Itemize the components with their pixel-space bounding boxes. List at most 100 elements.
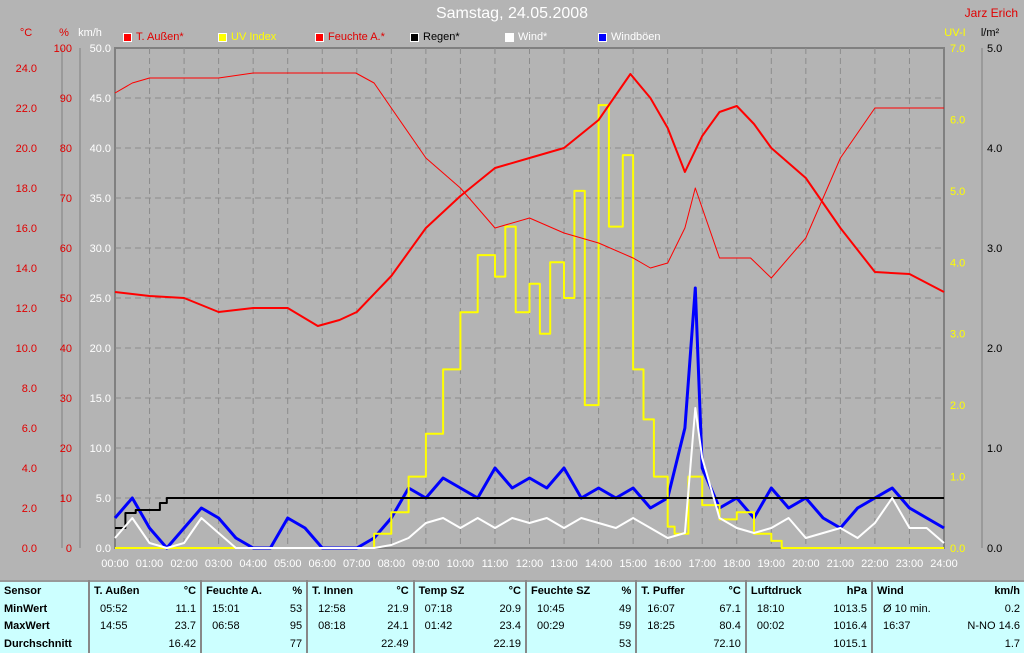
cell-blank bbox=[872, 635, 949, 653]
table-row: Sensor T. Außen °C Feuchte A.% T. Innen °C Tem… bbox=[0, 581, 1024, 600]
cell-min_time: Ø 10 min. bbox=[882, 602, 931, 615]
cell-name: Feuchte A. bbox=[206, 584, 262, 597]
y-tick-label-wind: 40.0 bbox=[90, 143, 111, 155]
row-label: Durchschnitt bbox=[0, 635, 90, 653]
y-tick-label-temp: 14.0 bbox=[16, 263, 37, 275]
x-tick-label: 08:00 bbox=[378, 558, 406, 570]
cell-name: Feuchte SZ bbox=[530, 584, 591, 597]
x-tick-label: 12:00 bbox=[516, 558, 544, 570]
x-tick-label: 17:00 bbox=[688, 558, 716, 570]
y-tick-label-wind: 15.0 bbox=[90, 393, 111, 405]
table-row: MinWert 05:52 11.1 15:01 53 12:58 21.9 07:18 20.… bbox=[0, 599, 1024, 618]
cell-avg: 72.10 bbox=[700, 635, 747, 653]
legend-label: Wind* bbox=[518, 31, 548, 43]
row-label: MaxWert bbox=[0, 617, 90, 636]
legend-label: T. Außen* bbox=[136, 31, 184, 43]
x-tick-label: 23:00 bbox=[896, 558, 924, 570]
y-tick-label-wind: 5.0 bbox=[96, 493, 111, 505]
cell-min: 1013.5 bbox=[819, 599, 873, 618]
y-tick-label-wind: 20.0 bbox=[90, 343, 111, 355]
y-tick-label-rain: 1.0 bbox=[987, 443, 1002, 455]
cell-max_time: 01:42 bbox=[424, 620, 453, 633]
legend-item: UV Index bbox=[218, 31, 276, 43]
y-tick-label-hum: 50 bbox=[60, 293, 72, 305]
cell-max: 1016.4 bbox=[819, 617, 873, 636]
cell-avg: 22.49 bbox=[368, 635, 415, 653]
cell-name: Temp SZ bbox=[418, 584, 465, 597]
legend-swatch bbox=[123, 32, 132, 42]
y-tick-label-hum: 20 bbox=[60, 443, 72, 455]
weather-chart: 00:00 01:00 02:00 03:00 04:00 05:00 06:00 07:00… bbox=[16, 27, 1003, 570]
y-tick-label-wind: 30.0 bbox=[90, 243, 111, 255]
legend-item: Windböen bbox=[598, 31, 661, 43]
cell-name: T. Außen bbox=[94, 584, 140, 597]
y-tick-label-temp: 0.0 bbox=[22, 543, 37, 555]
x-tick-label: 24:00 bbox=[930, 558, 958, 570]
x-tick-label: 07:00 bbox=[343, 558, 371, 570]
row-label: MinWert bbox=[0, 599, 90, 618]
y-tick-label-uv: 4.0 bbox=[950, 257, 965, 269]
author-label: Jarz Erich bbox=[964, 6, 1018, 20]
legend-swatch bbox=[505, 32, 514, 42]
legend-swatch bbox=[410, 32, 419, 42]
legend-swatch bbox=[598, 32, 607, 42]
cell-min_time: 05:52 bbox=[100, 602, 128, 615]
cell-min: 67.1 bbox=[700, 599, 747, 618]
axis-unit-temp: °C bbox=[20, 27, 32, 39]
legend-label: UV Index bbox=[231, 31, 277, 43]
cell-max: 80.4 bbox=[700, 617, 747, 636]
y-tick-label-hum: 0 bbox=[66, 543, 72, 555]
x-tick-label: 00:00 bbox=[101, 558, 129, 570]
y-tick-label-rain: 3.0 bbox=[987, 243, 1002, 255]
y-tick-label-hum: 100 bbox=[54, 43, 72, 55]
cell-min_time: 16:07 bbox=[647, 602, 675, 615]
x-tick-label: 21:00 bbox=[827, 558, 855, 570]
y-tick-label-rain: 5.0 bbox=[987, 43, 1002, 55]
x-tick-label: 20:00 bbox=[792, 558, 820, 570]
cell-min_time: 18:10 bbox=[756, 602, 785, 615]
y-tick-label-rain: 4.0 bbox=[987, 143, 1002, 155]
cell-unit: °C bbox=[156, 581, 203, 600]
cell-min: 20.9 bbox=[480, 599, 527, 618]
cell-avg: 1015.1 bbox=[819, 635, 873, 653]
x-tick-label: 10:00 bbox=[447, 558, 475, 570]
y-tick-label-rain: 2.0 bbox=[987, 343, 1002, 355]
chart-title: Samstag, 24.05.2008 bbox=[435, 5, 589, 22]
x-tick-label: 16:00 bbox=[654, 558, 682, 570]
x-tick-label: 18:00 bbox=[723, 558, 751, 570]
axis-unit-rain: l/m² bbox=[981, 27, 1000, 39]
y-tick-label-hum: 40 bbox=[60, 343, 72, 355]
axis-unit-hum: % bbox=[59, 27, 69, 39]
legend-item: Regen* bbox=[410, 31, 460, 43]
legend-swatch bbox=[315, 32, 324, 42]
stats-table: Sensor T. Außen °C Feuchte A.% T. Innen °C Tem… bbox=[0, 580, 1024, 653]
y-tick-label-wind: 10.0 bbox=[90, 443, 111, 455]
legend-item: Feuchte A.* bbox=[315, 31, 385, 43]
x-tick-label: 09:00 bbox=[412, 558, 440, 570]
cell-unit: °C bbox=[368, 581, 415, 600]
x-tick-label: 15:00 bbox=[619, 558, 647, 570]
y-tick-label-wind: 45.0 bbox=[90, 93, 111, 105]
cell-blank bbox=[201, 635, 281, 653]
legend-label: Regen* bbox=[423, 31, 460, 43]
x-tick-label: 19:00 bbox=[758, 558, 786, 570]
y-tick-label-temp: 8.0 bbox=[22, 383, 37, 395]
y-tick-label-temp: 22.0 bbox=[16, 103, 37, 115]
cell-blank bbox=[526, 635, 610, 653]
cell-min_time: 15:01 bbox=[212, 602, 240, 615]
axis-unit-uv: UV-I bbox=[944, 27, 965, 39]
cell-max: 23.7 bbox=[156, 617, 203, 636]
cell-blank bbox=[307, 635, 369, 653]
y-tick-label-wind: 0.0 bbox=[96, 543, 111, 555]
x-tick-label: 01:00 bbox=[136, 558, 164, 570]
x-tick-label: 13:00 bbox=[550, 558, 578, 570]
cell-max_time: 08:18 bbox=[318, 620, 346, 633]
cell-min_time: 10:45 bbox=[536, 602, 565, 615]
y-tick-label-temp: 12.0 bbox=[16, 303, 37, 315]
legend-label: Windböen bbox=[611, 31, 661, 43]
y-tick-label-temp: 20.0 bbox=[16, 143, 37, 155]
cell-max_time: 16:37 bbox=[882, 620, 911, 633]
cell-unit: % bbox=[280, 581, 309, 600]
y-tick-label-hum: 80 bbox=[60, 143, 72, 155]
y-tick-label-rain: 0.0 bbox=[987, 543, 1002, 555]
